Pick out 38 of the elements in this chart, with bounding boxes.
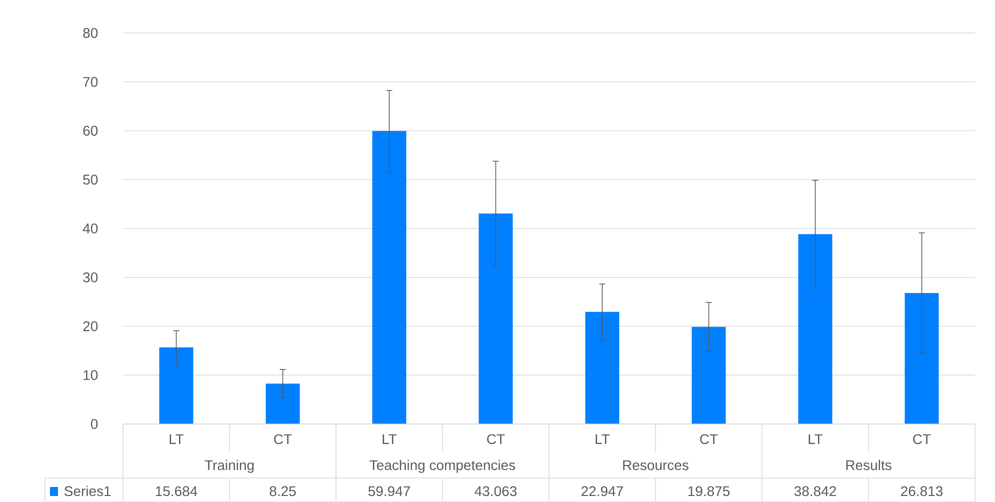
data-label: 38.842 <box>794 486 836 496</box>
y-tick-label: 80 <box>83 28 98 38</box>
data-label: 43.063 <box>474 486 517 496</box>
y-tick-label: 60 <box>83 126 98 136</box>
x-tick-label: LT <box>596 434 610 444</box>
x-tick-label: LT <box>808 434 823 444</box>
bar <box>372 130 406 424</box>
y-tick-label: 70 <box>83 76 98 87</box>
data-label: 59.947 <box>368 486 410 496</box>
bar <box>798 234 832 424</box>
data-label: 8.25 <box>270 486 296 496</box>
data-label: 26.813 <box>901 486 943 496</box>
x-tick-label: CT <box>700 434 718 444</box>
y-tick-label: 40 <box>82 223 98 234</box>
data-label: 22.947 <box>582 486 623 496</box>
y-tick-label: 30 <box>83 272 98 282</box>
x-tick-label: LT <box>170 434 184 444</box>
y-tick-label: 10 <box>84 370 98 380</box>
bar <box>478 213 513 424</box>
text: Resources <box>623 460 688 470</box>
x-tick-label: CT <box>274 434 292 444</box>
legend-label: Series1 <box>64 486 111 496</box>
data-label: 15.684 <box>156 486 198 496</box>
y-tick-label: 50 <box>83 174 98 184</box>
x-tick-label: CT <box>487 434 505 444</box>
bar <box>266 383 300 424</box>
text: Training <box>204 460 254 473</box>
text: Results <box>846 460 892 470</box>
bar <box>585 312 620 424</box>
x-tick-label: CT <box>913 434 931 444</box>
bar <box>692 326 726 424</box>
x-tick-label: LT <box>382 434 397 444</box>
bar <box>904 292 939 424</box>
bar <box>159 347 194 424</box>
y-tick-label: 20 <box>83 321 98 332</box>
text: Teaching competencies <box>370 460 516 473</box>
y-tick-label: 0 <box>90 418 98 429</box>
data-label: 19.875 <box>688 486 730 496</box>
